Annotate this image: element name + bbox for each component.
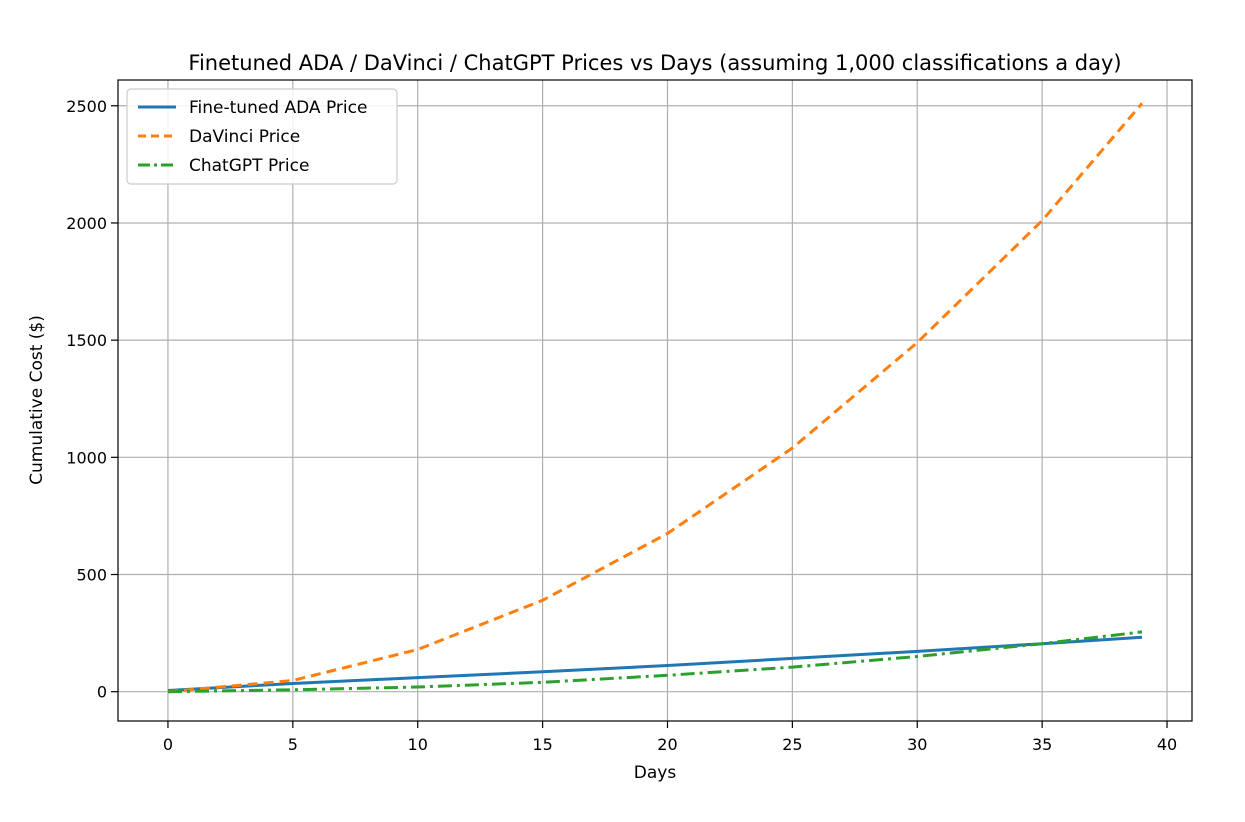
y-tick-label: 1000 [66, 448, 107, 467]
y-tick-label: 0 [97, 683, 107, 702]
y-tick-label: 1500 [66, 331, 107, 350]
legend-label: ChatGPT Price [189, 156, 309, 176]
x-axis-label: Days [634, 763, 677, 783]
chart-title: Finetuned ADA / DaVinci / ChatGPT Prices… [188, 51, 1121, 75]
x-tick-label: 5 [288, 735, 298, 754]
x-tick-label: 0 [163, 735, 173, 754]
x-tick-label: 10 [408, 735, 428, 754]
legend-label: DaVinci Price [189, 127, 300, 147]
series-line-3 [167, 630, 1143, 694]
y-axis-label: Cumulative Cost ($) [27, 315, 47, 485]
y-axis-ticks: 0 500 1000 1500 2000 2500 [66, 97, 118, 702]
series-line-2 [167, 102, 1144, 694]
x-tick-label: 20 [657, 735, 677, 754]
grid-lines [118, 80, 1192, 721]
y-tick-label: 2500 [66, 97, 107, 116]
legend: Fine-tuned ADA Price DaVinci Price ChatGPT… [126, 88, 398, 185]
legend-label: Fine-tuned ADA Price [189, 98, 367, 118]
x-tick-label: 35 [1032, 735, 1052, 754]
x-tick-label: 15 [532, 735, 552, 754]
y-tick-label: 500 [76, 566, 107, 585]
series-line-1 [167, 635, 1143, 692]
y-tick-label: 2000 [66, 214, 107, 233]
x-axis-ticks: 0 5 10 15 20 25 30 35 40 [163, 721, 1177, 754]
x-tick-label: 30 [907, 735, 927, 754]
x-tick-label: 25 [782, 735, 802, 754]
plot-frame [117, 79, 1193, 722]
legend-box [126, 88, 398, 185]
x-tick-label: 40 [1157, 735, 1177, 754]
series-lines [167, 102, 1144, 694]
